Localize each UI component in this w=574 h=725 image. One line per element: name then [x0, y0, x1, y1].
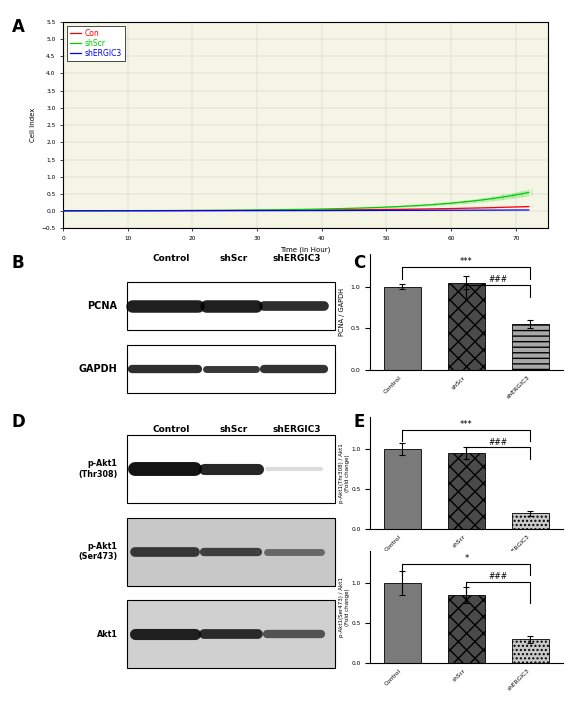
- shScr: [180, 206, 187, 215]
- Con: [371, 205, 378, 214]
- Bar: [448, 595, 485, 663]
- Bar: [126, 345, 335, 394]
- shScr: [410, 202, 417, 210]
- Con: [334, 206, 341, 215]
- Text: Control: Control: [153, 426, 190, 434]
- shERGIC3: [180, 207, 187, 215]
- Bar: [512, 639, 549, 663]
- shERGIC3: [60, 207, 67, 215]
- Bar: [448, 453, 485, 529]
- Y-axis label: p-Akt1(Thr308) / Akt1
(Fold change): p-Akt1(Thr308) / Akt1 (Fold change): [339, 443, 350, 503]
- Con: [410, 204, 417, 213]
- Text: shERGIC3: shERGIC3: [273, 426, 321, 434]
- Con: [270, 206, 277, 215]
- Line: shScr: shScr: [63, 192, 529, 211]
- shERGIC3: [410, 206, 417, 215]
- Text: shScr: shScr: [220, 254, 248, 263]
- Text: E: E: [353, 413, 364, 431]
- Text: Akt1: Akt1: [96, 630, 118, 639]
- Bar: [383, 449, 421, 529]
- shERGIC3: [334, 206, 341, 215]
- Bar: [126, 600, 335, 668]
- X-axis label: Time (in Hour): Time (in Hour): [281, 247, 331, 253]
- Text: ***: ***: [460, 257, 473, 266]
- Con: [525, 202, 532, 211]
- Text: ***: ***: [460, 420, 473, 428]
- Text: p-Akt1
(Thr308): p-Akt1 (Thr308): [78, 460, 118, 479]
- Bar: [448, 283, 485, 370]
- Text: PCNA: PCNA: [88, 301, 118, 311]
- Y-axis label: p-Akt1(Ser473) / Akt1
(Fold change): p-Akt1(Ser473) / Akt1 (Fold change): [339, 577, 350, 637]
- Text: ###: ###: [489, 276, 508, 284]
- Line: Con: Con: [63, 207, 529, 211]
- shERGIC3: [525, 206, 532, 215]
- Con: [60, 207, 67, 215]
- shScr: [525, 188, 532, 196]
- Text: p-Akt1
(Ser473): p-Akt1 (Ser473): [78, 542, 118, 561]
- shScr: [371, 203, 378, 212]
- Bar: [126, 518, 335, 586]
- Y-axis label: PCNA / GAPDH: PCNA / GAPDH: [339, 288, 345, 336]
- Text: ###: ###: [489, 572, 508, 581]
- shScr: [270, 205, 277, 214]
- Con: [142, 207, 149, 215]
- Bar: [126, 282, 335, 330]
- Legend: Con, shScr, shERGIC3: Con, shScr, shERGIC3: [67, 25, 125, 61]
- shERGIC3: [270, 206, 277, 215]
- Text: D: D: [11, 413, 25, 431]
- Text: GAPDH: GAPDH: [79, 365, 118, 374]
- shScr: [334, 204, 341, 213]
- Bar: [383, 583, 421, 663]
- shERGIC3: [142, 207, 149, 215]
- shERGIC3: [371, 206, 378, 215]
- Text: shERGIC3: shERGIC3: [273, 254, 321, 263]
- Line: shERGIC3: shERGIC3: [63, 210, 529, 211]
- Y-axis label: Cell Index: Cell Index: [30, 108, 36, 142]
- Text: C: C: [353, 254, 365, 272]
- Text: A: A: [11, 18, 24, 36]
- shScr: [142, 207, 149, 215]
- shScr: [60, 207, 67, 215]
- Text: B: B: [11, 254, 24, 272]
- Text: *: *: [464, 554, 468, 563]
- Text: shScr: shScr: [220, 426, 248, 434]
- Bar: [512, 513, 549, 529]
- Bar: [512, 324, 549, 370]
- Text: ###: ###: [489, 438, 508, 447]
- Con: [180, 206, 187, 215]
- Text: Control: Control: [153, 254, 190, 263]
- Bar: [383, 287, 421, 370]
- Bar: [126, 435, 335, 503]
